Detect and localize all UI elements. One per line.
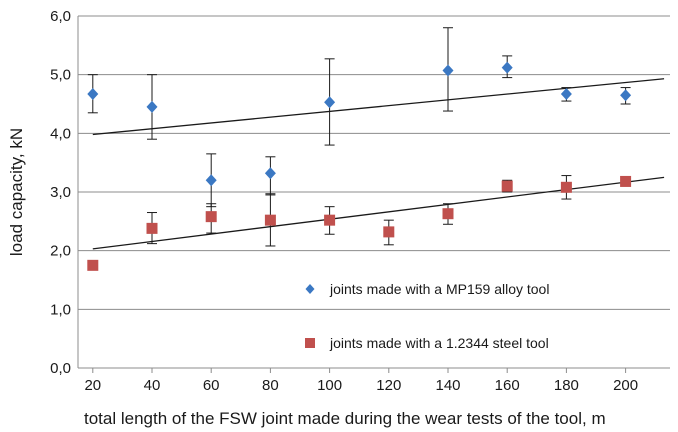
legend-marker-mp159 [305, 284, 315, 294]
data-point-mp159 [501, 61, 513, 74]
data-point-mp159 [205, 174, 217, 187]
data-point-steel [264, 214, 276, 226]
x-tick-label: 40 [144, 377, 161, 394]
y-axis-ticks: 0,0 1,0 2,0 3,0 4,0 5,0 6,0 [50, 8, 71, 377]
data-point-steel [146, 222, 158, 234]
trendline [92, 176, 665, 250]
x-axis-title: total length of the FSW joint made durin… [84, 409, 606, 428]
trendlines [92, 78, 665, 250]
x-tick-label: 140 [435, 377, 460, 394]
trendline [92, 78, 665, 136]
legend-marker-steel [305, 338, 315, 348]
legend-label: joints made with a 1.2344 steel tool [329, 335, 549, 351]
data-point-mp159 [620, 89, 632, 102]
data-point-mp159 [560, 88, 572, 101]
x-tick-label: 80 [262, 377, 279, 394]
error-bars [87, 27, 631, 247]
x-tick-label: 180 [554, 377, 579, 394]
data-point-steel [324, 214, 336, 226]
x-tick-label: 100 [317, 377, 342, 394]
x-tick-label: 160 [495, 377, 520, 394]
x-axis-ticks: 20 40 60 80 100 120 140 160 180 200 [84, 368, 638, 394]
data-point-mp159 [324, 96, 336, 109]
legend-label: joints made with a MP159 alloy tool [329, 281, 549, 297]
y-tick-label: 4,0 [50, 125, 71, 142]
x-tick-label: 120 [376, 377, 401, 394]
data-point-steel [560, 181, 572, 193]
data-point-steel [383, 226, 395, 238]
y-tick-label: 0,0 [50, 360, 71, 377]
y-tick-label: 1,0 [50, 301, 71, 318]
gridlines [77, 15, 670, 369]
data-point-steel [87, 259, 99, 271]
x-tick-label: 20 [84, 377, 101, 394]
data-point-steel [205, 211, 217, 223]
data-point-steel [620, 175, 632, 187]
data-point-mp159 [264, 167, 276, 180]
y-tick-label: 6,0 [50, 8, 71, 25]
legend: joints made with a MP159 alloy tool joint… [305, 281, 549, 351]
data-point-mp159 [87, 88, 99, 101]
y-tick-label: 2,0 [50, 243, 71, 260]
y-axis-title: load capacity, kN [7, 128, 26, 256]
y-tick-label: 5,0 [50, 67, 71, 84]
data-point-mp159 [146, 100, 158, 113]
data-point-steel [442, 208, 454, 220]
data-points [87, 61, 632, 271]
x-tick-label: 60 [203, 377, 220, 394]
x-tick-label: 200 [613, 377, 638, 394]
data-point-steel [501, 180, 513, 192]
y-tick-label: 3,0 [50, 184, 71, 201]
data-point-mp159 [442, 64, 454, 77]
